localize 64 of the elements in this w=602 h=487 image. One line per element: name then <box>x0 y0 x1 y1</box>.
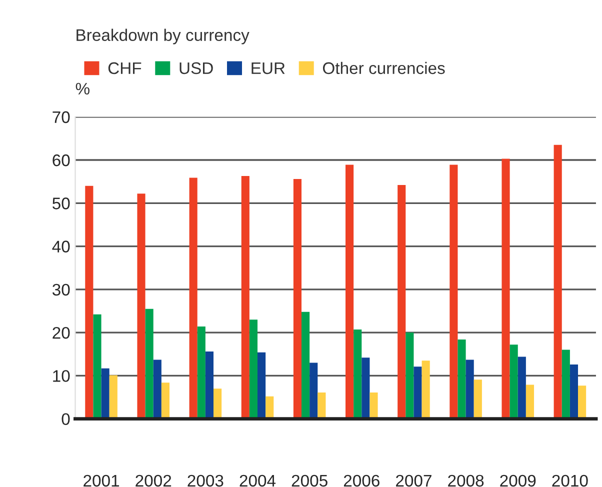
bar <box>310 362 318 419</box>
legend-label: USD <box>180 62 213 74</box>
bar <box>302 312 310 419</box>
bar <box>474 380 482 419</box>
bar <box>153 360 162 419</box>
y-tick-label: 40 <box>52 240 70 252</box>
x-tick-label: 2002 <box>136 474 172 487</box>
bar <box>249 320 258 419</box>
x-tick-label: 2001 <box>84 474 120 487</box>
bar <box>510 344 518 419</box>
bar <box>578 386 586 419</box>
bar <box>137 194 146 419</box>
bar <box>101 368 110 419</box>
bar <box>241 176 250 419</box>
x-tick-label: 2008 <box>448 474 484 487</box>
y-tick-label: 30 <box>52 284 70 296</box>
bar <box>346 164 354 419</box>
legend-label: CHF <box>108 62 142 74</box>
bar <box>318 392 326 419</box>
chart-title: Breakdown by currency <box>76 28 250 44</box>
bar <box>554 144 562 419</box>
x-tick-label: 2004 <box>240 474 276 487</box>
y-tick-label: 60 <box>52 154 70 166</box>
bar <box>466 360 474 419</box>
bar <box>406 332 414 419</box>
bar <box>502 158 510 419</box>
y-axis-title: % <box>76 82 90 95</box>
bar <box>354 330 362 419</box>
bar <box>526 384 534 419</box>
bar <box>362 358 370 419</box>
bar <box>85 186 94 419</box>
bar <box>258 352 266 419</box>
y-tick-label: 10 <box>53 370 70 382</box>
y-tick-label: 20 <box>52 326 70 339</box>
bar <box>458 339 466 419</box>
y-tick-label: 50 <box>52 198 70 210</box>
bar <box>214 388 222 419</box>
bar <box>414 366 422 419</box>
x-tick-label: 2005 <box>292 474 328 487</box>
bar <box>422 360 430 419</box>
x-tick-label: 2003 <box>188 474 224 487</box>
bar <box>197 326 206 419</box>
x-tick-label: 2007 <box>396 474 432 487</box>
bar <box>518 356 526 419</box>
bar <box>109 375 118 419</box>
bar <box>398 185 406 419</box>
y-tick-label: 70 <box>52 111 70 124</box>
bar <box>562 350 570 419</box>
x-tick-label: 2006 <box>344 474 380 487</box>
bar <box>293 178 302 419</box>
legend-label: EUR <box>252 62 285 74</box>
bar <box>93 314 102 419</box>
bar <box>370 392 378 419</box>
bar <box>145 308 154 419</box>
bar <box>189 178 198 419</box>
bar <box>205 352 214 419</box>
bar <box>161 382 170 419</box>
bar <box>450 164 458 419</box>
y-tick-label: 0 <box>62 413 70 426</box>
bar <box>570 364 578 419</box>
x-tick-label: 2009 <box>500 474 536 487</box>
bar <box>266 396 274 419</box>
legend-label: Other currencies <box>322 62 445 74</box>
x-tick-label: 2010 <box>552 474 588 487</box>
